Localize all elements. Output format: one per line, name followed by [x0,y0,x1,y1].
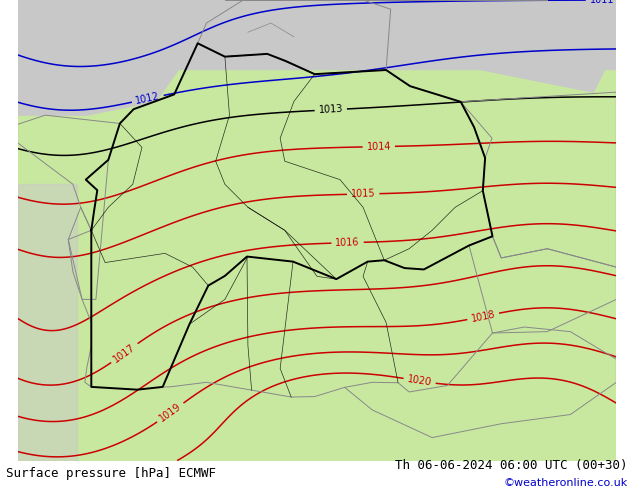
Text: 1014: 1014 [366,142,391,152]
Text: 1015: 1015 [351,189,375,199]
Polygon shape [248,0,616,92]
Text: 1012: 1012 [134,91,161,106]
Text: Surface pressure [hPa] ECMWF: Surface pressure [hPa] ECMWF [6,467,216,480]
Polygon shape [18,0,63,92]
Text: 1020: 1020 [406,374,432,388]
Text: 1016: 1016 [335,237,360,248]
Text: 1013: 1013 [318,104,343,115]
Text: 1017: 1017 [112,342,138,365]
Text: 1019: 1019 [157,401,183,424]
Polygon shape [18,184,77,461]
Text: Th 06-06-2024 06:00 UTC (00+30): Th 06-06-2024 06:00 UTC (00+30) [395,459,628,472]
Text: 1011: 1011 [590,0,614,5]
Text: ©weatheronline.co.uk: ©weatheronline.co.uk [503,478,628,488]
Polygon shape [179,0,616,69]
Polygon shape [18,0,202,115]
Text: 1018: 1018 [470,309,496,324]
